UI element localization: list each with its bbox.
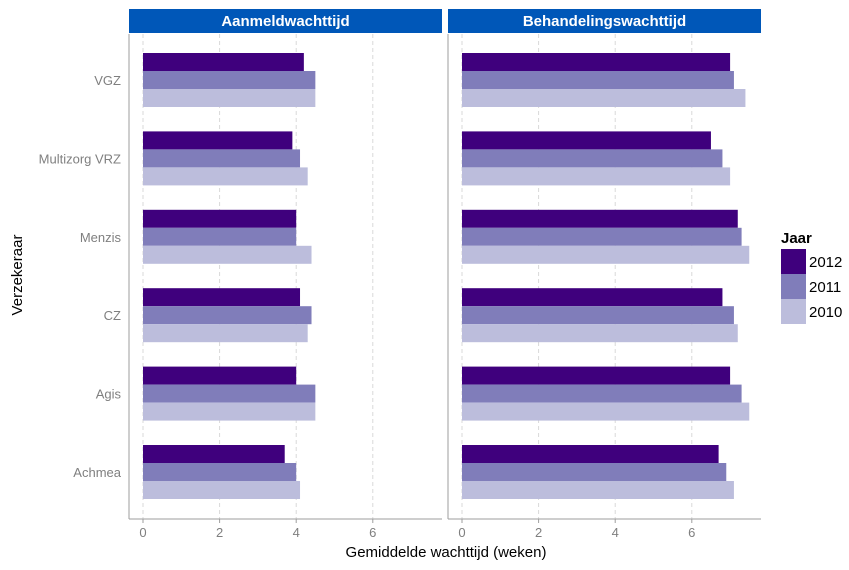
bar-2010 — [462, 167, 730, 185]
y-tick-label: Achmea — [73, 465, 121, 480]
legend-key-2011 — [781, 274, 806, 299]
bar-2010 — [462, 89, 745, 107]
bar-2011 — [143, 149, 300, 167]
panel-title: Behandelingswachttijd — [523, 13, 686, 30]
bar-2011 — [462, 306, 734, 324]
legend-label: 2012 — [809, 254, 842, 271]
panel-2: Behandelingswachttijd 0 2 4 6 — [448, 9, 761, 540]
bar-2010 — [143, 324, 308, 342]
bar-2012 — [143, 131, 292, 149]
bar-2011 — [462, 71, 734, 89]
bar-2010 — [143, 403, 315, 421]
y-tick-label: Menzis — [80, 230, 122, 245]
bar-2012 — [143, 53, 304, 71]
x-tick-label: 0 — [139, 525, 146, 540]
y-tick-label: VGZ — [94, 73, 121, 88]
panel-1: Aanmeldwachttijd 0 2 4 6 — [129, 9, 442, 540]
bar-2010 — [143, 246, 312, 264]
bar-2011 — [143, 385, 315, 403]
bar-2012 — [462, 210, 738, 228]
bar-2012 — [143, 210, 296, 228]
bar-2012 — [462, 53, 730, 71]
x-tick-label: 6 — [688, 525, 695, 540]
bar-2012 — [462, 367, 730, 385]
x-tick-label: 2 — [535, 525, 542, 540]
panel-title: Aanmeldwachttijd — [221, 13, 349, 30]
legend: Jaar 2012 2011 2010 — [781, 230, 842, 324]
legend-title: Jaar — [781, 230, 812, 247]
bar-2012 — [462, 445, 719, 463]
bar-2010 — [462, 481, 734, 499]
bar-2010 — [462, 403, 749, 421]
bar-2011 — [462, 463, 726, 481]
bar-2011 — [143, 306, 312, 324]
bar-2011 — [462, 149, 722, 167]
bar-2012 — [143, 367, 296, 385]
legend-key-2010 — [781, 299, 806, 324]
category-labels: VGZ Multizorg VRZ Menzis CZ Agis Achmea — [39, 73, 122, 480]
y-tick-label: Multizorg VRZ — [39, 151, 121, 166]
bar-2011 — [143, 71, 315, 89]
legend-key-2012 — [781, 249, 806, 274]
x-tick-label: 4 — [293, 525, 300, 540]
bar-2010 — [462, 324, 738, 342]
y-tick-label: CZ — [104, 308, 121, 323]
legend-label: 2011 — [809, 279, 841, 296]
y-tick-label: Agis — [96, 387, 122, 402]
bar-2011 — [462, 228, 742, 246]
x-tick-label: 0 — [458, 525, 465, 540]
bar-2012 — [462, 288, 722, 306]
bar-2011 — [143, 463, 296, 481]
legend-label: 2010 — [809, 304, 842, 321]
bar-2012 — [462, 131, 711, 149]
bar-2011 — [143, 228, 296, 246]
bar-2012 — [143, 445, 285, 463]
x-tick-label: 2 — [216, 525, 223, 540]
bar-2010 — [143, 167, 308, 185]
bar-2010 — [462, 246, 749, 264]
bar-2010 — [143, 89, 315, 107]
x-axis-title: Gemiddelde wachttijd (weken) — [346, 544, 547, 561]
bar-2011 — [462, 385, 742, 403]
bar-2012 — [143, 288, 300, 306]
y-axis-title: Verzekeraar — [9, 235, 26, 316]
x-tick-label: 6 — [369, 525, 376, 540]
bar-2010 — [143, 481, 300, 499]
x-tick-label: 4 — [612, 525, 619, 540]
